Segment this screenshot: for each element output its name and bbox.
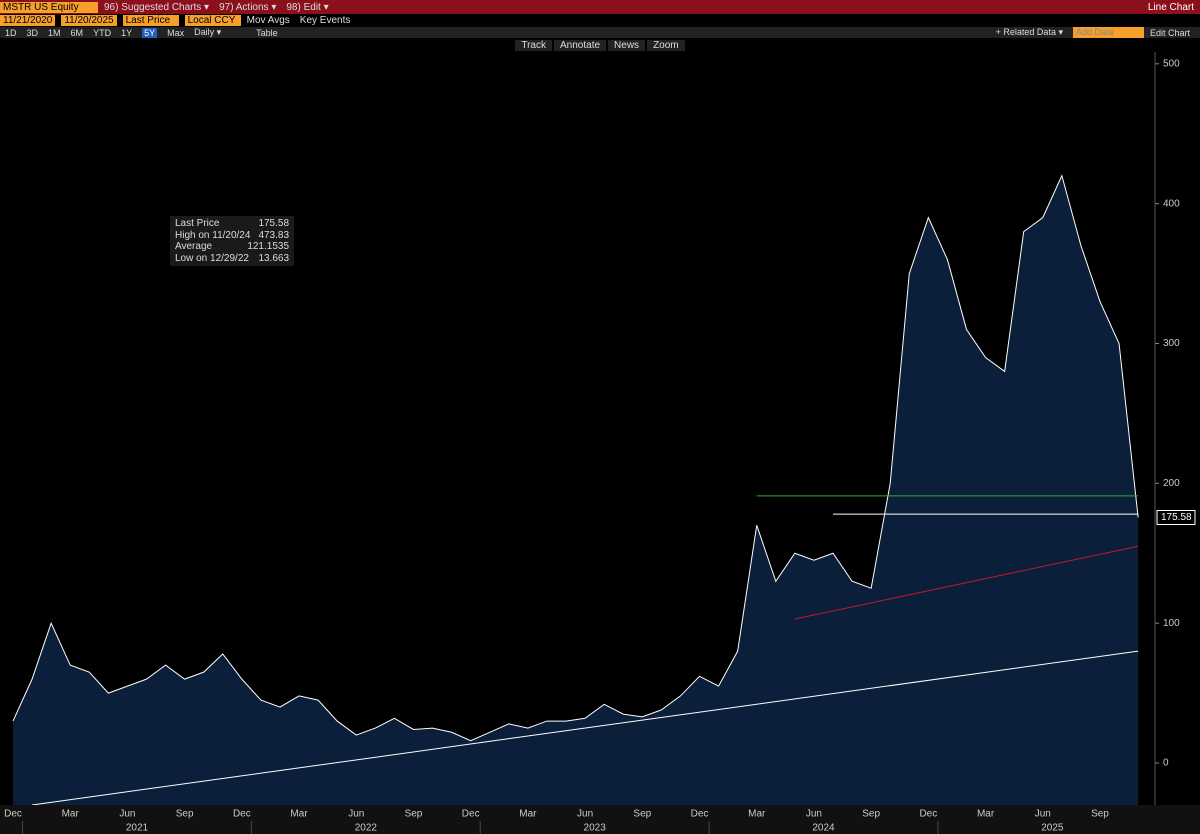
field-bar: 11/21/2020 11/20/2025 Last Price Local C… <box>0 14 1200 27</box>
menu[interactable]: 97) Actions ▾ <box>219 1 277 13</box>
legend-value: 175.58 <box>258 218 290 229</box>
price-tag-box <box>1156 509 1196 525</box>
legend-row: Last Price 175.58 <box>175 218 289 230</box>
x-tick-label: Jun <box>119 809 135 820</box>
table-button[interactable]: Table <box>256 27 278 38</box>
y-tick-label: 200 <box>1163 478 1180 489</box>
x-tick-label: Sep <box>633 809 651 820</box>
x-tick-label: Mar <box>290 809 308 820</box>
menu[interactable]: 96) Suggested Charts ▾ <box>104 1 210 13</box>
x-tick-label: Jun <box>806 809 822 820</box>
period-button[interactable]: Daily ▾ <box>194 27 222 37</box>
x-tick-label: Jun <box>1035 809 1051 820</box>
option[interactable]: Key Events <box>299 15 351 26</box>
x-group-label: 2025 <box>1041 823 1064 834</box>
ticker-field[interactable]: MSTR US Equity <box>0 1 98 13</box>
trendline <box>794 545 1139 620</box>
chart-kind: Line Chart <box>1147 1 1194 13</box>
period-button[interactable]: 1M <box>48 27 61 38</box>
end-date[interactable]: 11/20/2025 <box>61 15 117 26</box>
trendline <box>32 650 1139 806</box>
legend-value: 121.1535 <box>247 241 290 252</box>
x-group-label: 2023 <box>584 823 607 834</box>
legend-value: 473.83 <box>258 229 290 241</box>
y-tick-label: 500 <box>1163 58 1180 69</box>
price-tag: 175.58 <box>1161 512 1192 523</box>
top-bar: MSTR US Equity 96) Suggested Charts ▾ 97… <box>0 0 1200 14</box>
y-tick-label: 100 <box>1163 618 1180 629</box>
x-tick-label: Dec <box>691 809 709 820</box>
x-tick-label: Sep <box>862 809 880 820</box>
period-button[interactable]: 1D <box>5 27 17 38</box>
legend-row: Low on 12/29/22 13.663 <box>175 253 289 265</box>
tool-button[interactable]: Annotate <box>554 40 607 51</box>
tool-button[interactable]: Track <box>515 40 552 51</box>
y-tick-label: 400 <box>1163 198 1180 209</box>
legend-label: High on 11/20/24 <box>175 229 251 241</box>
y-tick-label: 300 <box>1163 338 1180 349</box>
chart: 0 100 200 300 400 500 175.58 Dec Mar Jun Sep Dec Mar… <box>0 52 1200 834</box>
period-button[interactable]: 1Y <box>121 27 133 38</box>
currency-select[interactable]: Local CCY <box>184 15 241 26</box>
price-line <box>12 174 1139 742</box>
x-group-label: 2024 <box>812 823 835 834</box>
x-group-label: 2022 <box>355 823 378 834</box>
x-tick-label: Sep <box>405 809 423 820</box>
area <box>13 175 1139 805</box>
edit-chart[interactable]: Edit Chart <box>1149 27 1190 38</box>
x-group-label: 2021 <box>126 823 149 834</box>
legend: Last Price 175.58 High on 11/20/24 473.83 Av… <box>170 216 295 266</box>
legend-label: Low on 12/29/22 <box>175 252 249 264</box>
option[interactable]: Mov Avgs <box>246 15 290 26</box>
x-tick-label: Mar <box>748 809 766 820</box>
period-bar: 1D 3D 1M 6M YTD 1Y 5Y Max Daily ▾ Table + Related… <box>0 27 1200 38</box>
x-tick-label: Mar <box>977 809 995 820</box>
legend-label: Last Price <box>175 218 220 229</box>
y-tick-label: 0 <box>1163 758 1169 769</box>
legend-label: Average <box>175 241 213 252</box>
x-tick-label: Sep <box>176 809 194 820</box>
period-button[interactable]: 5Y <box>142 27 158 38</box>
period-button[interactable]: 6M <box>70 27 84 38</box>
period-button[interactable]: 3D <box>26 27 39 38</box>
add-data[interactable]: Add Data <box>1072 27 1144 38</box>
field-select[interactable]: Last Price <box>122 15 179 26</box>
x-tick-label: Dec <box>233 809 251 820</box>
x-tick-label: Mar <box>62 809 80 820</box>
x-tick-label: Jun <box>577 809 593 820</box>
x-tick-label: Dec <box>462 809 480 820</box>
x-axis-band <box>0 805 1200 834</box>
x-tick-label: Dec <box>919 809 937 820</box>
related-data[interactable]: + Related Data ▾ <box>995 27 1063 37</box>
x-tick-label: Sep <box>1091 809 1109 820</box>
menu[interactable]: 98) Edit ▾ <box>286 1 329 13</box>
legend-row: High on 11/20/24 473.83 <box>175 230 289 242</box>
x-tick-label: Dec <box>4 809 22 820</box>
legend-row: Average 121.1535 <box>175 241 289 253</box>
x-tick-label: Mar <box>519 809 537 820</box>
x-tick-label: Jun <box>348 809 364 820</box>
tool-bar: Track Annotate News Zoom <box>0 39 1200 52</box>
tool-button[interactable]: News <box>608 40 646 51</box>
period-button[interactable]: YTD <box>93 27 112 38</box>
start-date[interactable]: 11/21/2020 <box>0 15 56 26</box>
period-button[interactable]: Max <box>167 27 185 38</box>
tool-button[interactable]: Zoom <box>647 40 685 51</box>
legend-value: 13.663 <box>258 252 290 264</box>
